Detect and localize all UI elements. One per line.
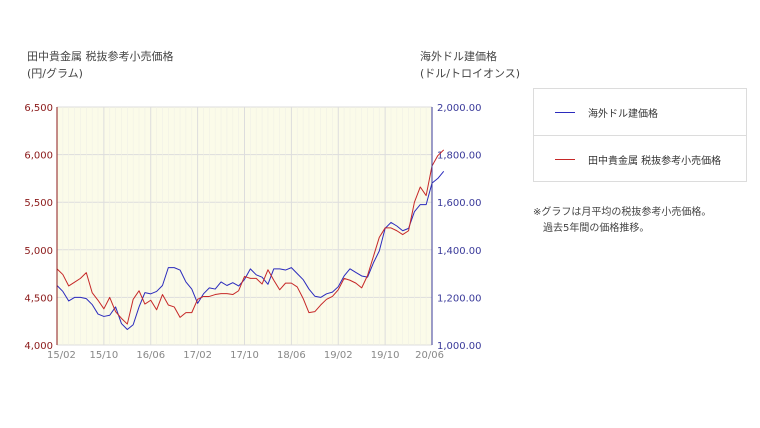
- left-axis-title-line1: 田中貴金属 税抜参考小売価格: [27, 50, 174, 63]
- x-tick-label: 15/10: [89, 350, 118, 361]
- x-tick-label: 17/10: [230, 350, 259, 361]
- legend-swatch-tanaka: [555, 158, 575, 160]
- x-tick-label: 18/06: [277, 350, 306, 361]
- left-tick-label: 6,500: [24, 103, 53, 114]
- series-layer: [56, 149, 445, 331]
- left-tick-label: 5,000: [24, 246, 53, 257]
- x-tick-label: 16/06: [136, 350, 165, 361]
- legend-item-tanaka[interactable]: 田中貴金属 税抜参考小売価格: [534, 136, 746, 182]
- right-tick-label: 1,400.00: [437, 246, 482, 257]
- right-axis-ticks: 1,000.00 1,200.00 1,400.00 1,600.00 1,800.00…: [437, 103, 482, 352]
- right-tick-label: 1,200.00: [437, 293, 482, 304]
- left-tick-label: 4,500: [24, 293, 53, 304]
- legend-swatch-usd: [555, 111, 575, 113]
- series-line-tanaka: [56, 149, 445, 325]
- right-tick-label: 1,000.00: [437, 341, 482, 352]
- x-tick-label: 19/02: [324, 350, 353, 361]
- left-tick-label: 4,000: [24, 341, 53, 352]
- left-axis-title: 田中貴金属 税抜参考小売価格 (円/グラム): [27, 48, 174, 82]
- right-tick-label: 1,800.00: [437, 151, 482, 162]
- series-line-usd: [56, 170, 445, 331]
- right-axis-title-line1: 海外ドル建価格: [420, 50, 497, 63]
- x-tick-label: 19/10: [371, 350, 400, 361]
- x-tick-label: 15/02: [47, 350, 76, 361]
- left-tick-label: 5,500: [24, 198, 53, 209]
- left-tick-label: 6,000: [24, 151, 53, 162]
- x-axis-ticks: 15/02 15/10 16/06 17/02 17/10 18/06 19/02 19/10…: [47, 350, 444, 361]
- note-line-1: ※グラフは月平均の税抜参考小売価格。: [533, 207, 712, 218]
- grid: [56, 106, 433, 346]
- legend-label-tanaka: 田中貴金属 税抜参考小売価格: [588, 155, 722, 167]
- right-axis-title: 海外ドル建価格 (ドル/トロイオンス): [420, 48, 520, 82]
- right-axis-unit: (ドル/トロイオンス): [420, 67, 521, 80]
- right-tick-label: 1,600.00: [437, 198, 482, 209]
- legend-item-usd[interactable]: 海外ドル建価格: [534, 89, 746, 136]
- note-line-2: 過去5年間の価格推移。: [543, 223, 650, 234]
- legend: 海外ドル建価格 田中貴金属 税抜参考小売価格: [533, 88, 747, 182]
- x-tick-label: 20/06: [415, 350, 444, 361]
- legend-label-usd: 海外ドル建価格: [588, 108, 658, 120]
- left-axis-unit: (円/グラム): [27, 67, 83, 80]
- chart-note: ※グラフは月平均の税抜参考小売価格。 過去5年間の価格推移。: [533, 205, 711, 237]
- right-tick-label: 2,000.00: [437, 103, 482, 114]
- left-axis-ticks: 4,000 4,500 5,000 5,500 6,000 6,500: [24, 103, 53, 352]
- x-tick-label: 17/02: [183, 350, 212, 361]
